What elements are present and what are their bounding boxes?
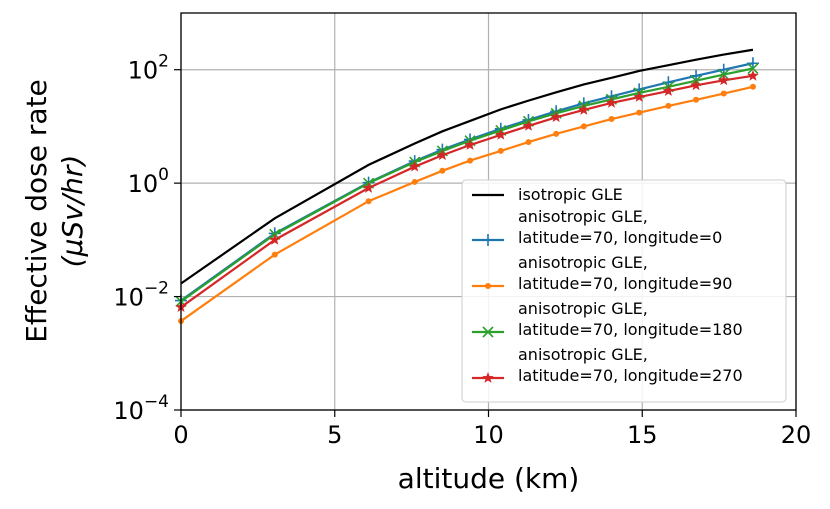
data-point xyxy=(467,157,474,164)
legend-entry: anisotropic GLE, latitude=70, longitude=1… xyxy=(472,299,743,339)
data-point xyxy=(439,167,446,174)
data-point xyxy=(408,160,421,172)
y-axis-label-line2: (μSv/hr) xyxy=(56,155,89,268)
data-point xyxy=(747,62,759,75)
y-axis-label-line1: Effective dose rate xyxy=(20,79,53,343)
data-point xyxy=(665,102,672,109)
legend-label: anisotropic GLE, latitude=70, longitude=9… xyxy=(518,253,732,293)
data-point xyxy=(608,116,615,123)
data-point xyxy=(690,79,702,91)
legend-marker xyxy=(482,234,494,246)
data-point xyxy=(578,103,590,115)
data-point xyxy=(718,74,730,86)
series-line xyxy=(180,74,754,309)
data-point xyxy=(497,147,504,154)
data-point xyxy=(464,139,476,150)
data-point xyxy=(747,69,759,81)
legend-label: anisotropic GLE, latitude=70, longitude=0 xyxy=(518,207,722,247)
series-2 xyxy=(178,83,756,325)
ticks: 0 5 10 15 20 10−4 10−2 100 102 xyxy=(113,52,811,449)
data-point xyxy=(362,182,375,193)
series-line xyxy=(180,48,754,285)
data-point xyxy=(271,251,278,258)
series-0 xyxy=(180,48,754,285)
data-point xyxy=(693,96,700,103)
legend: isotropic GLE anisotropic GLE, latitude=70… xyxy=(461,179,787,403)
x-tick-label: 10 xyxy=(473,421,504,449)
legend-label: anisotropic GLE, latitude=70, longitude=1… xyxy=(518,299,743,339)
legend-label: isotropic GLE xyxy=(518,185,623,204)
legend-entry: anisotropic GLE, latitude=70, longitude=2… xyxy=(472,345,743,385)
data-point xyxy=(749,83,756,90)
x-tick-label: 15 xyxy=(627,421,658,449)
data-point xyxy=(522,119,535,131)
data-point xyxy=(411,178,418,185)
data-point xyxy=(553,130,560,137)
y-tick-label: 100 xyxy=(128,165,169,198)
data-point xyxy=(633,91,645,102)
data-point xyxy=(746,57,759,70)
x-tick-label: 20 xyxy=(781,421,812,449)
legend-entry: anisotropic GLE, latitude=70, longitude=9… xyxy=(472,253,732,293)
y-tick-label: 10−4 xyxy=(113,392,169,425)
data-point xyxy=(436,149,449,161)
legend-marker xyxy=(482,372,494,383)
legend-box xyxy=(461,179,787,403)
y-tick-label: 10−2 xyxy=(113,279,169,312)
series-4 xyxy=(175,69,759,313)
data-point xyxy=(662,85,675,96)
x-axis-label: altitude (km) xyxy=(398,462,580,495)
data-point xyxy=(605,96,618,108)
x-tick-label: 0 xyxy=(173,421,188,449)
data-point xyxy=(365,198,372,205)
data-point xyxy=(269,233,281,245)
legend-label: anisotropic GLE, latitude=70, longitude=2… xyxy=(518,345,743,385)
y-tick-label: 102 xyxy=(128,52,169,85)
data-point xyxy=(495,128,507,140)
x-tick-label: 5 xyxy=(327,421,342,449)
series-line xyxy=(180,85,754,322)
data-point xyxy=(720,90,727,97)
legend-entry: isotropic GLE xyxy=(472,185,623,204)
legend-marker xyxy=(485,283,491,289)
series-layer xyxy=(175,48,759,325)
legend-entry: anisotropic GLE, latitude=70, longitude=0 xyxy=(472,207,722,247)
data-point xyxy=(580,123,587,130)
series-line xyxy=(180,67,754,303)
data-point xyxy=(636,109,643,116)
data-point xyxy=(550,111,562,123)
legend-marker xyxy=(482,326,494,338)
data-point xyxy=(525,139,532,146)
